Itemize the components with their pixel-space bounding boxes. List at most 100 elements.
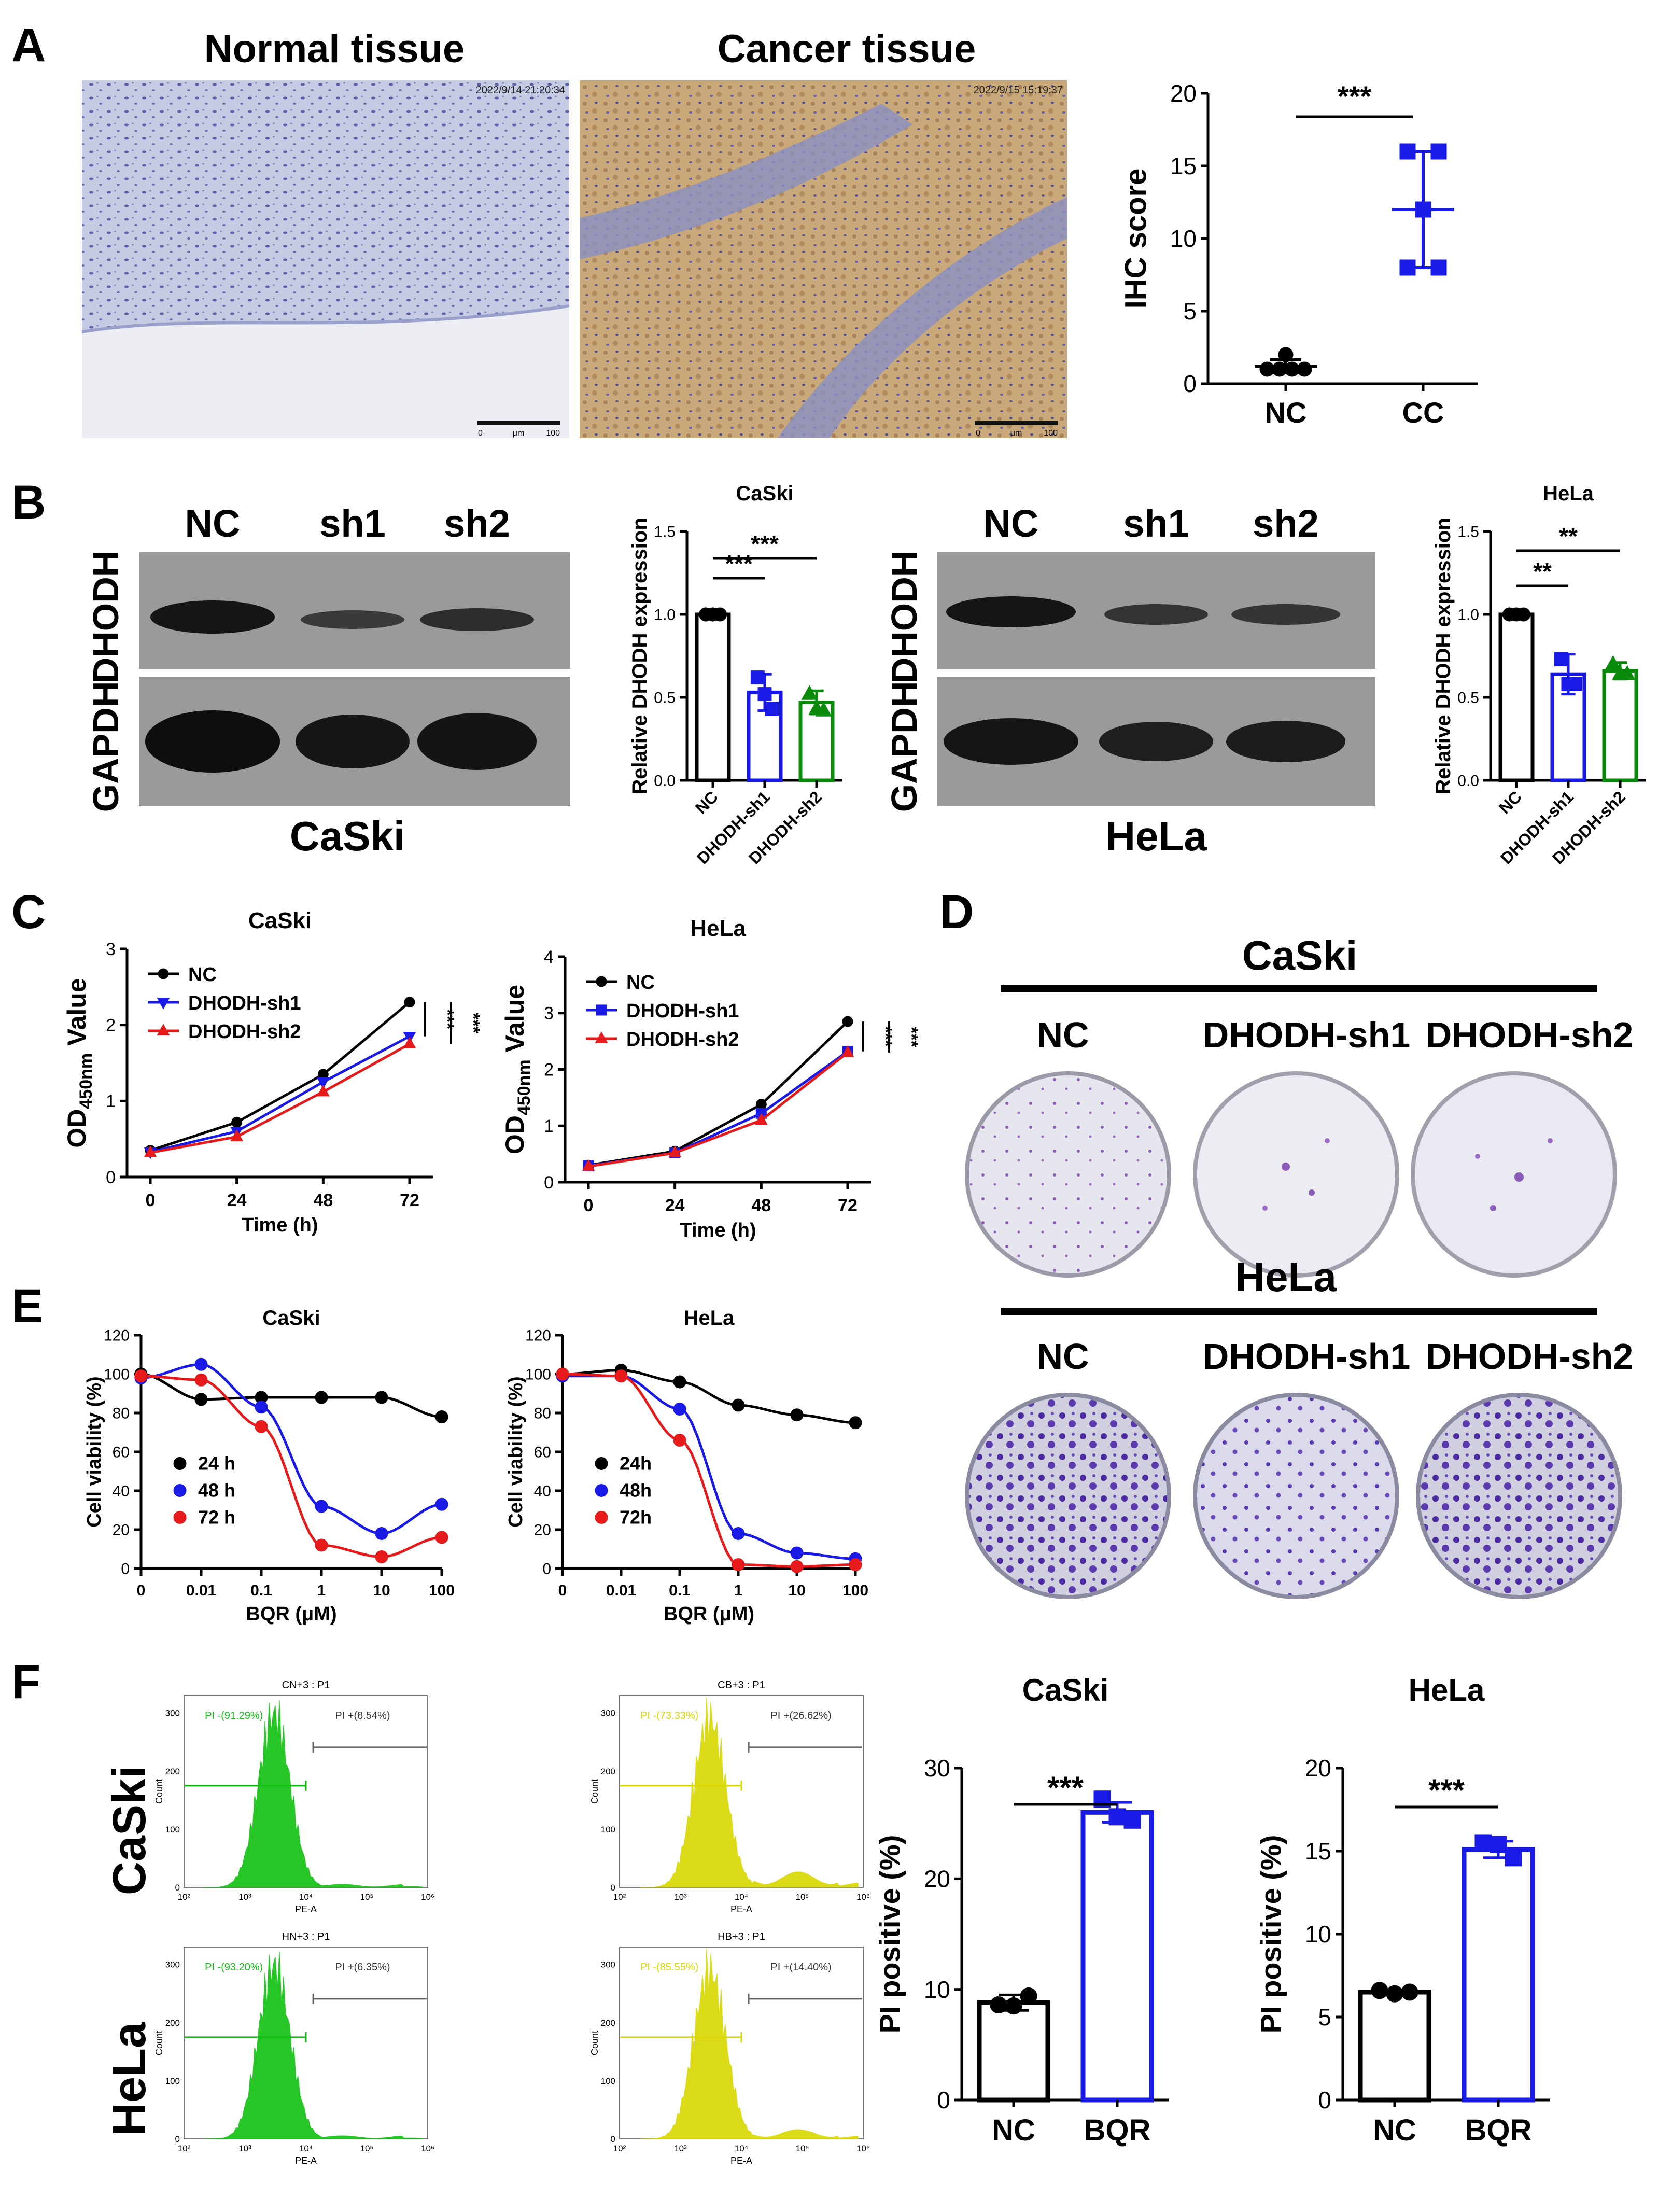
x-axis-label: PE-A xyxy=(730,1904,752,1914)
colony-label: DHODH-sh1 xyxy=(1203,1015,1411,1055)
scale-bar-value: 100 xyxy=(546,429,560,438)
y-tick-label: 120 xyxy=(525,1327,551,1345)
y-tick-label: 100 xyxy=(104,1366,130,1383)
series-line xyxy=(150,1035,411,1154)
x-tick-label: 10² xyxy=(178,2144,191,2153)
lane-label-nc: NC xyxy=(983,502,1039,545)
chart-title: CaSki xyxy=(1022,1673,1109,1707)
flow-plot-frame xyxy=(619,1695,864,1888)
colony-plate xyxy=(1193,1071,1399,1278)
data-point xyxy=(765,702,779,716)
data-point xyxy=(614,1369,628,1383)
y-axis-label: Count xyxy=(154,1779,164,1804)
y-tick-label: 100 xyxy=(601,2076,615,2086)
y-tick-label: 3 xyxy=(544,1004,554,1024)
data-point xyxy=(990,1996,1007,2014)
y-tick-label: 0 xyxy=(611,1883,615,1893)
y-tick-label: 60 xyxy=(534,1444,551,1461)
legend-label: DHODH-sh2 xyxy=(188,1021,301,1043)
x-tick-label: 10³ xyxy=(238,2144,251,2153)
y-tick-label: 3 xyxy=(106,940,116,959)
band-label-gapdh: GAPDH xyxy=(86,681,126,813)
y-tick-label: 100 xyxy=(165,2076,180,2086)
y-tick-label: 20 xyxy=(1170,80,1197,107)
y-tick-label: 0 xyxy=(121,1561,130,1578)
y-tick-label: 300 xyxy=(165,1960,180,1970)
data-point xyxy=(375,1391,388,1404)
data-point xyxy=(595,1457,608,1470)
hela-western-blot: NC sh1 sh2 DHODH GAPDH HeLa xyxy=(884,502,1375,859)
x-tick-label: 10² xyxy=(613,2144,626,2153)
y-tick-label: 0 xyxy=(106,1168,116,1187)
y-tick-label: 0.5 xyxy=(654,690,676,707)
data-point xyxy=(1399,259,1416,276)
y-tick-label: 200 xyxy=(165,1767,180,1776)
x-tick-label: NC xyxy=(1265,396,1307,429)
data-point xyxy=(1516,607,1531,622)
colony-plate xyxy=(965,1071,1171,1278)
group-bar xyxy=(1001,985,1597,992)
legend-label: 24 h xyxy=(198,1453,235,1474)
data-point xyxy=(732,1558,745,1571)
data-point xyxy=(134,1369,148,1383)
data-point xyxy=(1278,347,1294,362)
y-tick-label: 100 xyxy=(165,1825,180,1835)
hela-pi-bar-chart: HeLa 0 5 10 15 20 PI positive (%) NC BQR *** xyxy=(1254,1673,1550,2147)
data-point xyxy=(144,1145,157,1157)
data-point xyxy=(713,607,727,622)
significance-label: *** xyxy=(463,1013,483,1033)
lane-label-sh2: sh2 xyxy=(1253,502,1319,545)
significance-label: *** xyxy=(725,550,753,577)
x-tick-label: 10⁵ xyxy=(796,2144,809,2153)
colony-label: DHODH-sh2 xyxy=(1426,1015,1634,1055)
y-tick-label: 10 xyxy=(1170,225,1197,252)
chart-title: CaSki xyxy=(248,908,312,933)
x-tick-label: 10⁴ xyxy=(735,1892,748,1902)
x-tick-label: 24 xyxy=(227,1191,247,1210)
y-tick-label: 15 xyxy=(1170,152,1197,179)
scale-bar-value: 100 xyxy=(1044,429,1058,438)
y-axis-label: Relative DHODH expression xyxy=(628,517,651,794)
flow-plot-frame xyxy=(184,1695,428,1888)
panel-letter-c: C xyxy=(11,886,46,939)
bar xyxy=(977,2000,1050,2103)
y-tick-label: 20 xyxy=(113,1522,130,1539)
data-point xyxy=(1386,1985,1403,2003)
x-axis-label: BQR (μM) xyxy=(246,1603,336,1625)
significance-label: *** xyxy=(1338,80,1372,113)
data-point xyxy=(1399,143,1416,160)
band-label-dhodh: DHODH xyxy=(884,551,924,684)
data-point xyxy=(255,1420,268,1433)
data-point xyxy=(403,1037,416,1049)
histogram-area xyxy=(204,1700,423,1888)
x-tick-label: NC xyxy=(992,2113,1035,2147)
data-point xyxy=(315,1500,328,1513)
data-point xyxy=(173,1457,187,1470)
colony-label: DHODH-sh1 xyxy=(1203,1336,1411,1377)
y-tick-label: 0 xyxy=(611,2134,615,2144)
y-tick-label: 0 xyxy=(1183,370,1197,397)
y-tick-label: 1.0 xyxy=(654,607,676,624)
data-point xyxy=(1430,259,1447,276)
ihc-score-chart: 0 5 10 15 20 IHC score NC CC *** xyxy=(1119,80,1478,429)
cancer-tissue-image: 2022/9/15 15:19:37 0 μm 100 xyxy=(580,80,1067,438)
data-point xyxy=(842,1016,853,1027)
data-point xyxy=(673,1375,686,1389)
data-point xyxy=(1284,361,1300,377)
colony-plate xyxy=(1411,1071,1617,1278)
data-point xyxy=(556,1367,569,1381)
data-point xyxy=(815,702,832,717)
gate-label-negative: PI -(85.55%) xyxy=(640,1962,698,1973)
x-tick-label: 10⁶ xyxy=(856,1892,870,1902)
data-point xyxy=(1490,1836,1507,1853)
x-tick-label: 10⁴ xyxy=(299,1892,313,1902)
x-tick-label: 0 xyxy=(584,1196,594,1215)
y-tick-label: 15 xyxy=(1305,1838,1331,1865)
gate-label-negative: PI -(91.29%) xyxy=(205,1710,263,1721)
cancer-tissue-title: Cancer tissue xyxy=(718,27,976,71)
colony-hela-group: HeLa NC DHODH-sh1 DHODH-sh2 xyxy=(965,1254,1633,1599)
histogram-area xyxy=(204,1951,423,2139)
x-tick-label: 100 xyxy=(842,1582,868,1599)
data-point xyxy=(173,1511,187,1524)
data-point xyxy=(1005,1997,1022,2015)
